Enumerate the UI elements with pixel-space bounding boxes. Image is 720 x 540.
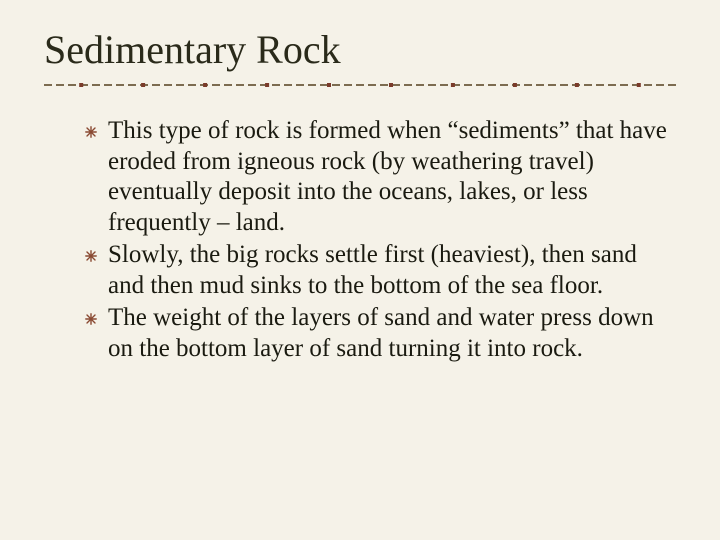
list-item: Slowly, the big rocks settle first (heav… (82, 240, 676, 301)
divider-square (513, 83, 517, 87)
asterisk-icon (82, 305, 100, 333)
list-item: This type of rock is formed when “sedime… (82, 116, 676, 238)
slide: Sedimentary Rock This type of rock is fo… (0, 0, 720, 540)
divider-square (265, 83, 269, 87)
divider-square (327, 83, 331, 87)
divider-square (575, 83, 579, 87)
title-divider (44, 80, 676, 94)
divider-square (389, 83, 393, 87)
divider-square (451, 83, 455, 87)
divider-square (637, 83, 641, 87)
bullet-text: This type of rock is formed when “sedime… (108, 116, 676, 238)
divider-square (203, 83, 207, 87)
asterisk-icon (82, 118, 100, 146)
bullet-list: This type of rock is formed when “sedime… (44, 116, 676, 364)
divider-square (79, 83, 83, 87)
asterisk-icon (82, 242, 100, 270)
bullet-text: The weight of the layers of sand and wat… (108, 303, 676, 364)
bullet-text: Slowly, the big rocks settle first (heav… (108, 240, 676, 301)
page-title: Sedimentary Rock (44, 28, 676, 72)
list-item: The weight of the layers of sand and wat… (82, 303, 676, 364)
divider-square (141, 83, 145, 87)
